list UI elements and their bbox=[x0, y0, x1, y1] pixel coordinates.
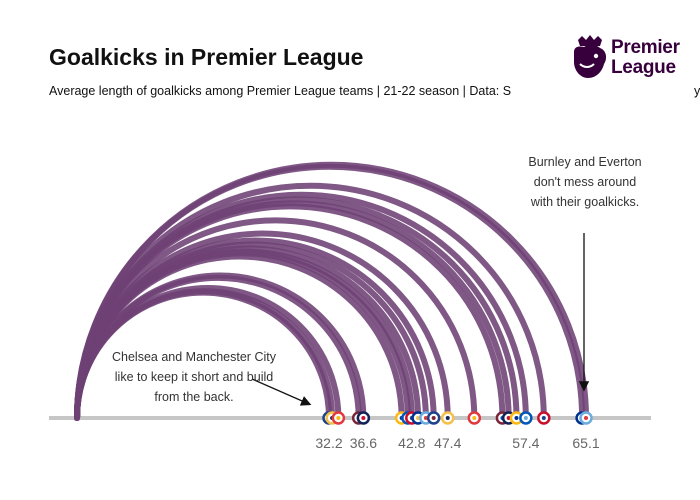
team-crest-icon bbox=[537, 411, 551, 425]
chart-title: Goalkicks in Premier League bbox=[49, 44, 364, 70]
x-axis-ticks: 32.2 36.6 42.8 47.4 57.4 65.1 bbox=[315, 435, 599, 451]
lion-crest-icon bbox=[574, 35, 607, 78]
team-crest-icon bbox=[426, 411, 441, 425]
team-crest-icon bbox=[579, 411, 593, 425]
x-tick-label: 65.1 bbox=[572, 435, 599, 451]
annotation-right: Burnley and Everton don't mess around wi… bbox=[528, 155, 642, 209]
chart-subtitle-tail: y bbox=[694, 84, 700, 98]
annotation-left: Chelsea and Manchester City like to keep… bbox=[112, 350, 276, 404]
x-tick-label: 42.8 bbox=[398, 435, 425, 451]
team-crest-icon bbox=[440, 411, 455, 425]
team-crest-icon bbox=[519, 411, 533, 425]
team-crest-icon bbox=[356, 411, 371, 425]
x-tick-label: 57.4 bbox=[512, 435, 539, 451]
logo-line1: Premier bbox=[611, 37, 680, 58]
x-tick-label: 36.6 bbox=[350, 435, 377, 451]
annotation-arrow-left bbox=[251, 378, 312, 406]
arc-series bbox=[74, 161, 589, 421]
goalkick-arc bbox=[74, 161, 589, 421]
team-crest-icon bbox=[331, 411, 346, 425]
x-tick-label: 32.2 bbox=[315, 435, 342, 451]
chart-subtitle: Average length of goalkicks among Premie… bbox=[49, 84, 512, 98]
team-crest-icon bbox=[467, 411, 482, 425]
team-badges bbox=[322, 411, 593, 425]
logo-wordmark: Premier League bbox=[611, 38, 680, 78]
premier-league-logo: Premier League bbox=[570, 34, 682, 82]
x-tick-label: 47.4 bbox=[434, 435, 461, 451]
logo-line2: League bbox=[611, 57, 676, 78]
